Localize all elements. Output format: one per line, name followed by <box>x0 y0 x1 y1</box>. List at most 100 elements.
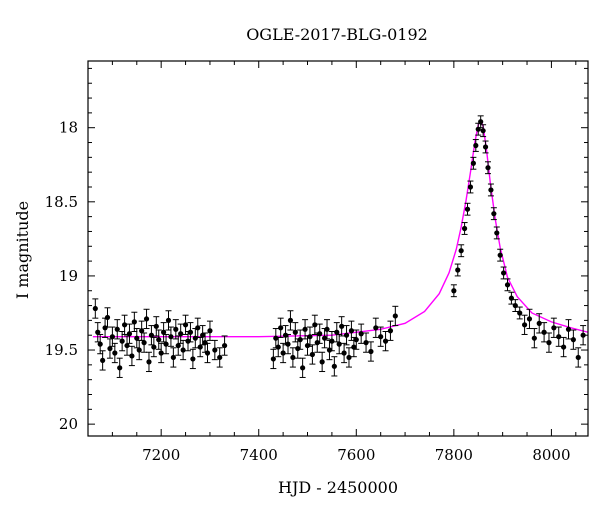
data-point-group <box>319 351 326 373</box>
data-point-group <box>189 348 196 370</box>
y-tick-label: 19.5 <box>45 341 78 359</box>
data-point-group <box>508 291 515 305</box>
data-point-group <box>160 322 167 343</box>
data-point <box>526 316 533 322</box>
data-point-group <box>464 202 471 216</box>
data-point <box>156 337 162 343</box>
data-point <box>270 356 276 362</box>
data-point-group <box>204 342 211 364</box>
data-point <box>207 328 213 334</box>
data-point <box>129 353 135 359</box>
data-point <box>100 357 106 364</box>
data-point <box>175 342 181 349</box>
data-point <box>107 345 113 352</box>
data-point-group <box>299 357 306 378</box>
data-point <box>461 225 468 232</box>
data-point <box>343 332 350 338</box>
data-point <box>570 337 576 343</box>
data-point <box>161 329 167 335</box>
data-point <box>556 334 562 340</box>
data-point-group <box>345 347 352 368</box>
data-point <box>358 331 364 337</box>
data-point <box>302 326 308 332</box>
data-point-group <box>353 329 360 350</box>
data-point <box>112 350 118 356</box>
data-point <box>190 356 196 362</box>
data-point <box>304 342 311 349</box>
data-point-group <box>472 139 479 152</box>
data-point <box>297 337 303 343</box>
data-point-group <box>326 339 333 361</box>
data-point-group <box>363 332 370 353</box>
data-point-group <box>145 351 152 373</box>
data-point-group <box>343 325 350 346</box>
data-point <box>187 329 194 335</box>
data-point-group <box>221 335 228 356</box>
data-point <box>378 334 384 340</box>
data-point <box>491 211 497 217</box>
data-point-group <box>167 326 174 347</box>
data-point <box>124 342 130 349</box>
data-point-group <box>170 347 177 368</box>
data-point <box>494 230 500 236</box>
data-point <box>104 314 111 321</box>
data-point <box>521 322 528 328</box>
data-point <box>148 332 155 338</box>
data-point <box>97 341 103 347</box>
data-point <box>575 354 581 361</box>
y-tick-label: 19 <box>59 267 78 285</box>
data-point-group <box>454 263 461 277</box>
data-point <box>114 326 120 332</box>
data-point <box>163 341 169 347</box>
data-point-group <box>341 342 348 364</box>
data-point-group <box>211 339 218 361</box>
data-point <box>321 335 328 341</box>
data-point-group <box>185 331 191 352</box>
data-point-group <box>516 306 523 320</box>
data-point <box>341 350 347 356</box>
data-point <box>117 365 123 371</box>
data-point <box>488 187 494 193</box>
data-point-group <box>497 248 504 262</box>
data-point-group <box>541 322 548 343</box>
plot-layer <box>92 115 589 378</box>
data-point-group <box>306 326 313 347</box>
data-point-group <box>270 348 277 370</box>
data-point <box>139 328 145 334</box>
data-point <box>351 344 357 350</box>
data-point <box>95 329 101 335</box>
data-point <box>336 341 342 347</box>
data-point-group <box>350 336 357 358</box>
data-point <box>531 335 537 341</box>
data-point <box>348 328 355 334</box>
data-point <box>173 326 179 332</box>
data-point <box>464 206 471 212</box>
data-point <box>312 322 318 328</box>
data-point <box>580 332 586 338</box>
data-point-group <box>500 266 507 280</box>
data-point <box>565 326 572 332</box>
data-point-group <box>202 332 209 353</box>
data-point <box>326 347 333 353</box>
data-point-group <box>450 284 457 298</box>
data-point <box>131 319 137 325</box>
data-point <box>455 267 461 273</box>
data-point <box>536 320 542 326</box>
data-point <box>458 248 464 254</box>
data-point-group <box>482 140 489 154</box>
data-point-group <box>106 338 113 359</box>
data-point-group <box>392 305 399 327</box>
data-point <box>482 144 489 150</box>
data-point-group <box>458 244 465 258</box>
data-point-group <box>280 342 287 364</box>
data-point-group <box>316 323 323 344</box>
data-point-group <box>485 161 491 175</box>
data-point-group <box>121 314 128 335</box>
data-point <box>317 331 323 337</box>
data-point <box>319 359 325 365</box>
data-point-group <box>309 344 316 365</box>
data-point-group <box>580 325 587 346</box>
x-tick-label: 7200 <box>142 446 180 464</box>
data-point <box>180 347 186 353</box>
